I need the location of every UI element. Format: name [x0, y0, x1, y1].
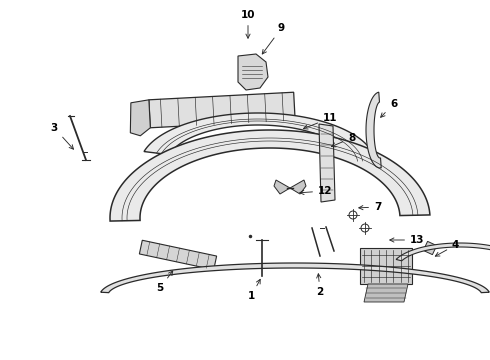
Polygon shape: [396, 243, 490, 261]
Text: 7: 7: [359, 202, 381, 212]
Text: 10: 10: [241, 10, 255, 38]
Polygon shape: [319, 124, 335, 202]
Text: 9: 9: [262, 23, 285, 54]
Text: 4: 4: [435, 240, 459, 256]
Polygon shape: [110, 130, 430, 221]
Text: 5: 5: [156, 271, 173, 293]
Text: 8: 8: [332, 133, 355, 147]
Polygon shape: [290, 180, 306, 194]
Polygon shape: [274, 180, 290, 194]
Polygon shape: [139, 240, 217, 270]
Polygon shape: [101, 263, 489, 293]
Text: 1: 1: [248, 279, 260, 301]
Text: 2: 2: [317, 274, 323, 297]
Text: 11: 11: [303, 113, 338, 129]
Polygon shape: [238, 54, 268, 90]
Polygon shape: [366, 92, 381, 168]
Polygon shape: [149, 92, 295, 128]
Text: 6: 6: [381, 99, 397, 117]
Polygon shape: [130, 100, 150, 136]
Text: 13: 13: [390, 235, 424, 245]
FancyBboxPatch shape: [360, 248, 412, 284]
Text: 12: 12: [300, 186, 333, 196]
Polygon shape: [423, 241, 437, 255]
Polygon shape: [364, 284, 408, 302]
Text: 3: 3: [51, 123, 74, 149]
Polygon shape: [144, 113, 375, 162]
